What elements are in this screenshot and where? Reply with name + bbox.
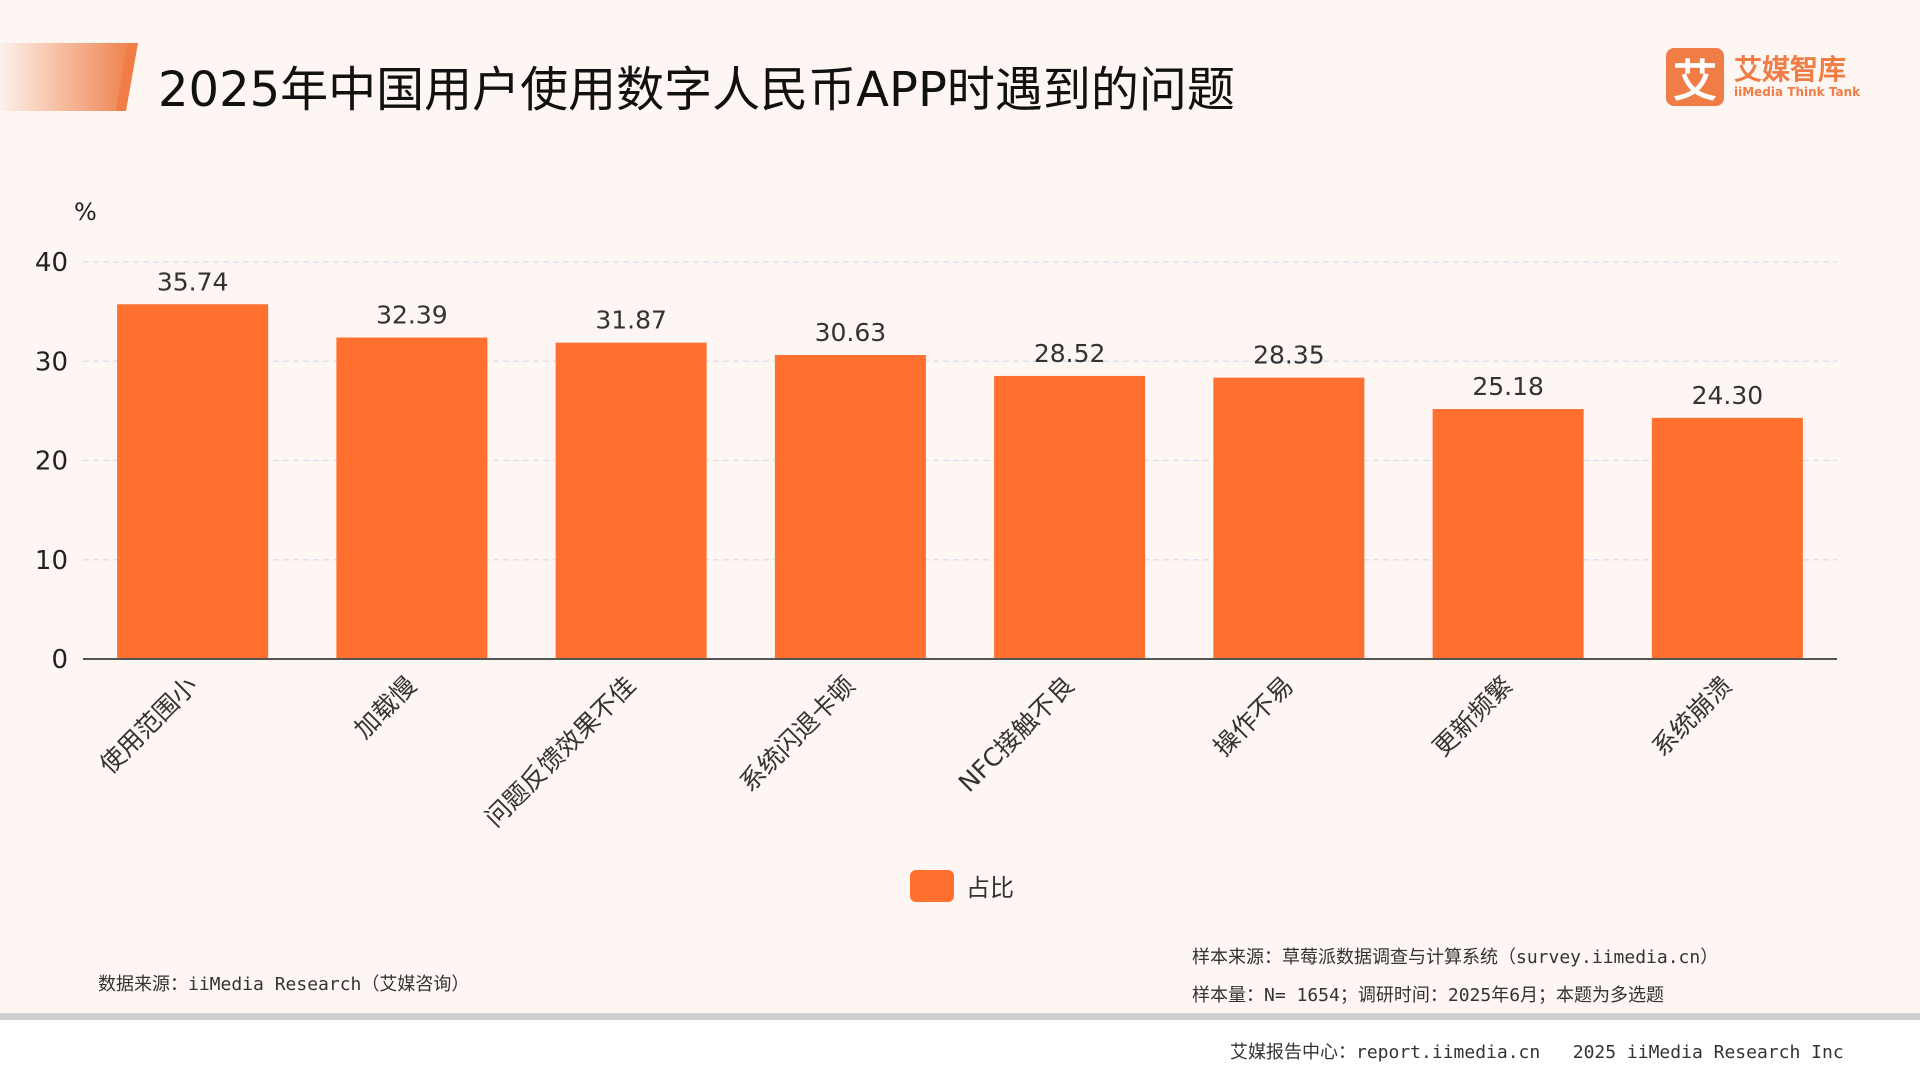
data-source: 数据来源：iiMedia Research（艾媒咨询）: [98, 974, 470, 995]
bar: [1213, 377, 1365, 659]
sample-size: 样本量：N= 1654；调研时间：2025年6月；本题为多选题: [1192, 985, 1665, 1006]
legend: 占比: [910, 868, 1014, 903]
logo-mark: 艾: [1666, 48, 1724, 107]
sample-source: 样本来源：草莓派数据调查与计算系统（survey.iimedia.cn）: [1192, 947, 1719, 968]
data-label: 32.39: [376, 301, 448, 330]
bar: [1651, 417, 1803, 659]
page-title: 2025年中国用户使用数字人民币APP时遇到的问题: [158, 62, 1235, 118]
data-label: 28.52: [1034, 339, 1106, 368]
data-label: 28.35: [1253, 341, 1325, 370]
logo: 艾 艾媒智库 iiMedia Think Tank: [1666, 48, 1861, 107]
data-label: 30.63: [815, 318, 887, 347]
data-label: 25.18: [1472, 372, 1544, 401]
y-axis-unit: %: [74, 198, 97, 226]
logo-name-en: iiMedia Think Tank: [1734, 85, 1861, 99]
bar: [774, 354, 926, 659]
y-tick-label: 30: [35, 347, 68, 377]
y-tick-label: 10: [35, 546, 68, 576]
x-tick-label: 操作不易: [1208, 671, 1299, 762]
y-tick-label: 40: [35, 248, 68, 278]
x-tick-label: 更新频繁: [1427, 671, 1518, 762]
bar: [994, 375, 1146, 659]
footer-text: 艾媒报告中心：report.iimedia.cn 2025 iiMedia Re…: [1230, 1042, 1844, 1063]
x-tick-label: 使用范围小: [94, 671, 203, 780]
logo-name-cn: 艾媒智库: [1734, 53, 1847, 86]
footer: [0, 1020, 1920, 1080]
bar-chart: % 0 10 20 30 40 35.74 使用范围小 32.39 加载慢 31.87 问题反馈效果不…: [35, 198, 1837, 833]
data-label: 31.87: [595, 306, 667, 335]
y-tick-label: 20: [35, 447, 68, 477]
bar: [117, 304, 269, 659]
bar: [336, 337, 488, 659]
legend-label: 占比: [966, 874, 1014, 902]
legend-swatch: [910, 869, 954, 902]
x-tick-label: 问题反馈效果不佳: [479, 671, 641, 833]
bar: [1432, 409, 1584, 659]
x-tick-label: 加载慢: [349, 671, 423, 745]
data-label: 24.30: [1692, 381, 1764, 410]
data-label: 35.74: [157, 267, 229, 296]
title-accent-bar: [0, 43, 128, 111]
footer-divider: [0, 1013, 1920, 1020]
x-tick-label: 系统闪退卡顿: [734, 671, 861, 798]
bar: [555, 342, 707, 659]
x-tick-label: 系统崩溃: [1646, 671, 1737, 762]
x-tick-label: NFC接触不良: [953, 671, 1080, 798]
y-tick-label: 0: [51, 645, 68, 675]
